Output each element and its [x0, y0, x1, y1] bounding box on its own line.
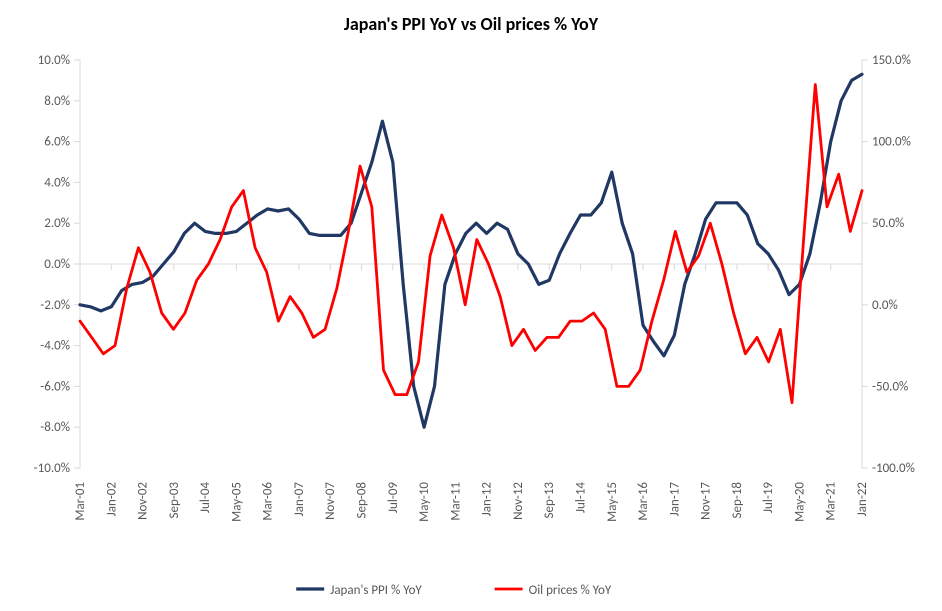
y-left-tick-label: -4.0% — [40, 339, 70, 354]
x-tick-label: Nov-17 — [699, 482, 714, 520]
x-tick-label: Sep-13 — [542, 482, 557, 519]
y-left-tick-label: 6.0% — [44, 135, 70, 150]
x-tick-label: Mar-06 — [261, 482, 276, 521]
y-left-tick-label: 4.0% — [44, 175, 70, 190]
x-tick-label: Mar-16 — [636, 482, 651, 521]
x-tick-label: Mar-01 — [73, 482, 88, 521]
x-tick-label: Sep-18 — [730, 482, 745, 519]
y-left-tick-label: 8.0% — [44, 94, 70, 109]
x-tick-label: Mar-11 — [448, 482, 463, 521]
x-tick-label: Jul-04 — [198, 482, 213, 514]
chart-svg: Japan's PPI YoY vs Oil prices % YoY -10.0… — [0, 0, 942, 611]
x-tick-label: Nov-07 — [323, 482, 338, 520]
x-tick-label: Jan-07 — [292, 482, 307, 517]
x-tick-label: May-20 — [792, 482, 807, 522]
y-left-tick-label: 0.0% — [44, 257, 70, 272]
x-tick-label: Nov-02 — [136, 482, 151, 520]
legend-label-1: Oil prices % YoY — [529, 583, 612, 598]
y-left-tick-label: 10.0% — [38, 53, 70, 68]
x-tick-label: May-10 — [417, 482, 432, 522]
y-right-tick-label: 0.0% — [872, 298, 898, 313]
y-right-tick-label: 100.0% — [872, 135, 911, 150]
legend-label-0: Japan's PPI % YoY — [330, 583, 422, 598]
y-right-tick-label: 50.0% — [872, 216, 904, 231]
x-tick-label: Jul-19 — [761, 482, 776, 514]
y-left-tick-label: -8.0% — [40, 420, 70, 435]
y-right-tick-label: -100.0% — [872, 461, 915, 476]
x-tick-label: May-15 — [605, 482, 620, 522]
x-tick-label: Jan-22 — [855, 482, 870, 517]
x-tick-label: Sep-03 — [167, 482, 182, 519]
y-left-tick-label: -10.0% — [34, 461, 70, 476]
x-tick-label: Mar-21 — [824, 482, 839, 521]
y-left-tick-label: -2.0% — [40, 298, 70, 313]
x-tick-label: Jul-09 — [386, 482, 401, 514]
x-tick-label: Nov-12 — [511, 482, 526, 520]
x-tick-label: Sep-08 — [355, 482, 370, 519]
y-right-tick-label: -50.0% — [872, 379, 908, 394]
y-left-tick-label: 2.0% — [44, 216, 70, 231]
x-tick-label: Jan-12 — [480, 482, 495, 517]
x-tick-label: Jan-02 — [104, 482, 119, 517]
x-tick-label: May-05 — [229, 482, 244, 522]
y-right-tick-label: 150.0% — [872, 53, 911, 68]
x-tick-label: Jan-17 — [667, 482, 682, 517]
x-tick-label: Jul-14 — [573, 482, 588, 514]
chart-container: Japan's PPI YoY vs Oil prices % YoY -10.0… — [0, 0, 942, 611]
chart-title: Japan's PPI YoY vs Oil prices % YoY — [344, 13, 599, 35]
y-left-tick-label: -6.0% — [40, 379, 70, 394]
